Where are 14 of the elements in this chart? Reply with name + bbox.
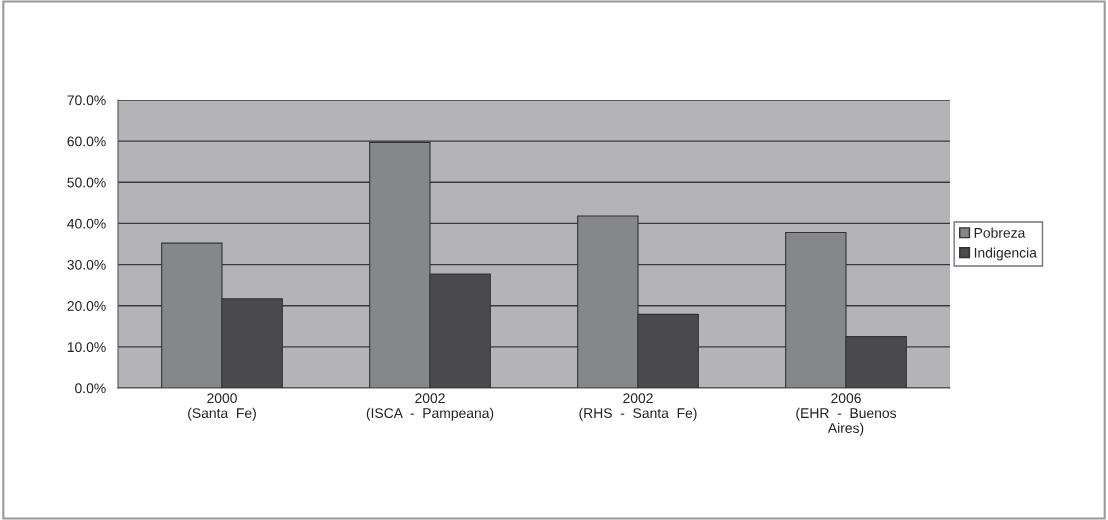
x-tick-label: 2002 (ISCA - Pampeana) — [366, 393, 494, 421]
y-tick-label: 0.0% — [75, 383, 106, 394]
y-tick-label: 40.0% — [67, 218, 106, 229]
legend-label: Indigencia — [974, 247, 1037, 261]
y-tick-label: 10.0% — [67, 342, 106, 353]
y-tick-label: 60.0% — [67, 136, 106, 147]
x-tick-label: 2006 (EHR - Buenos Aires) — [796, 393, 897, 436]
x-tick-label: 2002 (RHS - Santa Fe) — [579, 393, 697, 421]
legend-label: Pobreza — [974, 227, 1026, 238]
y-tick-label: 30.0% — [67, 259, 106, 270]
y-tick-label: 20.0% — [67, 301, 106, 311]
x-tick-label: 2000 (Santa Fe) — [188, 393, 256, 421]
y-tick-label: 70.0% — [67, 95, 106, 106]
y-tick-label: 50.0% — [67, 177, 106, 188]
